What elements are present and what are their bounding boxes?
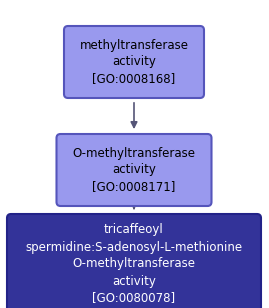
Text: tricaffeoyl
spermidine:S-adenosyl-L-methionine
O-methyltransferase
activity
[GO:: tricaffeoyl spermidine:S-adenosyl-L-meth…	[26, 224, 243, 305]
FancyBboxPatch shape	[64, 26, 204, 98]
Text: methyltransferase
activity
[GO:0008168]: methyltransferase activity [GO:0008168]	[80, 38, 189, 86]
FancyBboxPatch shape	[7, 214, 261, 308]
FancyBboxPatch shape	[56, 134, 211, 206]
Text: O-methyltransferase
activity
[GO:0008171]: O-methyltransferase activity [GO:0008171…	[73, 147, 196, 193]
